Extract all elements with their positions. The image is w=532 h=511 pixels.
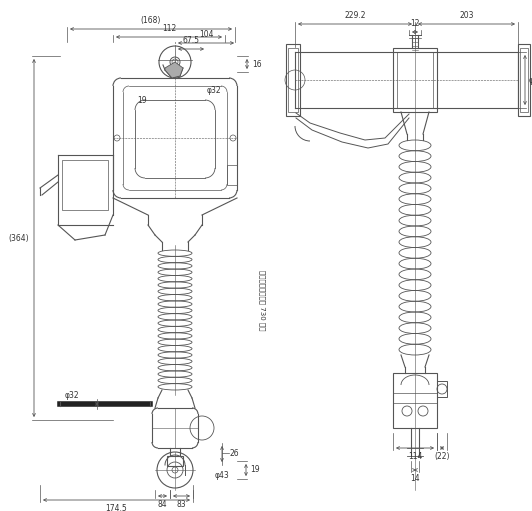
- Text: 203: 203: [459, 11, 474, 20]
- Bar: [288, 48, 298, 112]
- Polygon shape: [165, 62, 183, 78]
- Bar: [227, 165, 237, 185]
- Text: フック間最初距離 730 以下: フック間最初距離 730 以下: [259, 270, 265, 330]
- Text: φ43: φ43: [215, 471, 230, 479]
- Text: (364): (364): [9, 234, 29, 243]
- Text: 26: 26: [230, 449, 239, 457]
- Bar: [167, 456, 183, 466]
- Bar: [437, 381, 447, 397]
- Bar: [62, 160, 108, 210]
- Bar: [393, 48, 437, 112]
- Text: 104: 104: [199, 30, 213, 39]
- Text: 67.5: 67.5: [182, 36, 200, 45]
- Text: 19: 19: [137, 96, 147, 105]
- Text: φ116: φ116: [529, 76, 532, 84]
- Text: 12: 12: [410, 19, 420, 28]
- Text: 229.2: 229.2: [344, 11, 366, 20]
- Bar: [393, 373, 437, 428]
- Text: 174.5: 174.5: [106, 504, 127, 511]
- Text: 16: 16: [252, 59, 262, 68]
- Text: (22): (22): [434, 452, 450, 461]
- Text: 83: 83: [177, 500, 186, 509]
- Bar: [397, 52, 433, 108]
- Text: 84: 84: [157, 500, 167, 509]
- Bar: [518, 44, 530, 116]
- Text: φ32: φ32: [207, 85, 222, 95]
- Bar: [286, 44, 300, 116]
- Bar: [520, 48, 528, 112]
- Text: (168): (168): [141, 16, 161, 25]
- Text: φ32: φ32: [65, 391, 79, 401]
- Text: 114: 114: [408, 452, 422, 461]
- Text: 112: 112: [162, 24, 176, 33]
- Text: 19: 19: [250, 466, 260, 475]
- Text: 14: 14: [410, 474, 420, 483]
